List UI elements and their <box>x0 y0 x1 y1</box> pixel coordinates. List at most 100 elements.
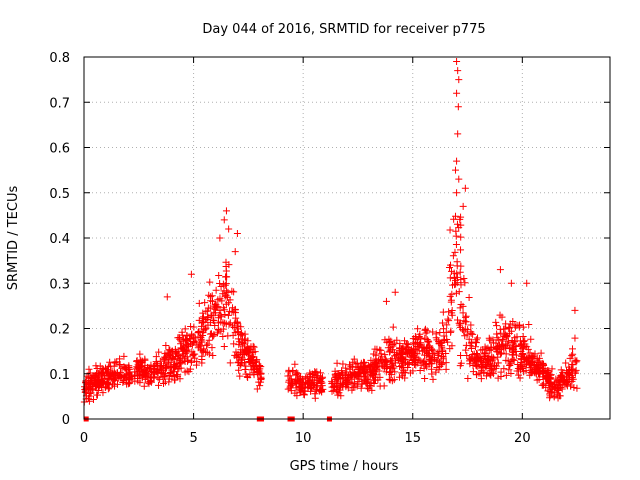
data-point <box>216 280 224 288</box>
data-point <box>257 363 265 371</box>
data-point <box>396 363 404 371</box>
data-point <box>292 370 300 378</box>
data-point <box>451 248 459 256</box>
axis-ticks <box>83 56 610 420</box>
data-point <box>198 332 206 340</box>
data-point <box>285 368 293 376</box>
data-point <box>103 380 111 388</box>
data-point <box>393 336 401 344</box>
data-point <box>136 350 144 358</box>
data-point <box>214 326 222 334</box>
data-point <box>313 368 321 376</box>
data-point <box>385 335 393 343</box>
data-point <box>568 345 576 353</box>
data-point <box>289 380 297 388</box>
data-point <box>318 382 326 390</box>
data-point <box>351 382 359 390</box>
data-point <box>390 376 398 384</box>
data-point <box>463 331 471 339</box>
data-point <box>423 327 431 335</box>
data-point <box>205 336 213 344</box>
data-point <box>99 389 107 397</box>
data-point <box>467 329 475 337</box>
data-point <box>508 351 516 359</box>
data-point <box>334 377 342 385</box>
data-point <box>201 299 209 307</box>
data-point <box>551 380 559 388</box>
data-point <box>448 307 456 315</box>
data-point <box>311 373 319 381</box>
data-point <box>434 351 442 359</box>
data-point <box>386 368 394 376</box>
data-point <box>216 295 224 303</box>
data-point <box>162 342 170 350</box>
data-point <box>133 357 141 365</box>
data-point <box>86 380 94 388</box>
data-point <box>316 377 324 385</box>
data-point <box>530 352 538 360</box>
data-point <box>348 375 356 383</box>
chart-title: Day 044 of 2016, SRMTID for receiver p77… <box>202 22 485 37</box>
data-point <box>519 343 527 351</box>
data-point <box>544 375 552 383</box>
data-point <box>432 334 440 342</box>
x-tick-label: 20 <box>514 431 531 446</box>
data-point <box>478 358 486 366</box>
data-point <box>524 357 532 365</box>
data-point <box>190 323 198 331</box>
data-point <box>436 339 444 347</box>
data-point <box>160 361 168 369</box>
data-point <box>492 318 500 326</box>
data-point <box>139 371 147 379</box>
data-point <box>176 360 184 368</box>
data-point <box>154 374 162 382</box>
data-point <box>479 346 487 354</box>
data-points <box>80 58 581 422</box>
data-point <box>116 368 124 376</box>
data-point <box>443 321 451 329</box>
data-point <box>183 332 191 340</box>
data-point <box>183 367 191 375</box>
data-point <box>163 293 171 301</box>
data-point <box>462 341 470 349</box>
data-point <box>513 367 521 375</box>
data-point <box>453 89 461 97</box>
data-point <box>191 350 199 358</box>
data-point <box>391 288 399 296</box>
data-point <box>506 320 514 328</box>
data-point <box>414 325 422 333</box>
data-point <box>219 319 227 327</box>
data-point <box>401 369 409 377</box>
data-point <box>337 392 345 400</box>
data-point <box>450 269 458 277</box>
data-point <box>226 296 234 304</box>
data-point <box>216 234 224 242</box>
data-point <box>448 290 456 298</box>
data-point <box>244 337 252 345</box>
data-point <box>519 332 527 340</box>
data-point <box>372 351 380 359</box>
data-point <box>171 376 179 384</box>
data-point <box>224 311 232 319</box>
data-point <box>507 279 515 287</box>
data-point <box>505 366 513 374</box>
data-point <box>371 345 379 353</box>
data-point <box>428 370 436 378</box>
data-point <box>104 374 112 382</box>
data-point <box>368 386 376 394</box>
x-tick-labels: 0 5 10 15 20 <box>80 431 531 446</box>
data-point <box>234 359 242 367</box>
data-point <box>494 374 502 382</box>
data-point <box>441 336 449 344</box>
data-point <box>199 347 207 355</box>
y-tick-label: 0.7 <box>49 96 70 111</box>
data-point <box>426 356 434 364</box>
data-point <box>142 373 150 381</box>
data-point <box>542 383 550 391</box>
data-point <box>500 332 508 340</box>
data-point <box>444 315 452 323</box>
data-point <box>90 378 98 386</box>
y-tick-label: 0.5 <box>49 187 70 202</box>
data-point <box>198 322 206 330</box>
data-point <box>212 286 220 294</box>
